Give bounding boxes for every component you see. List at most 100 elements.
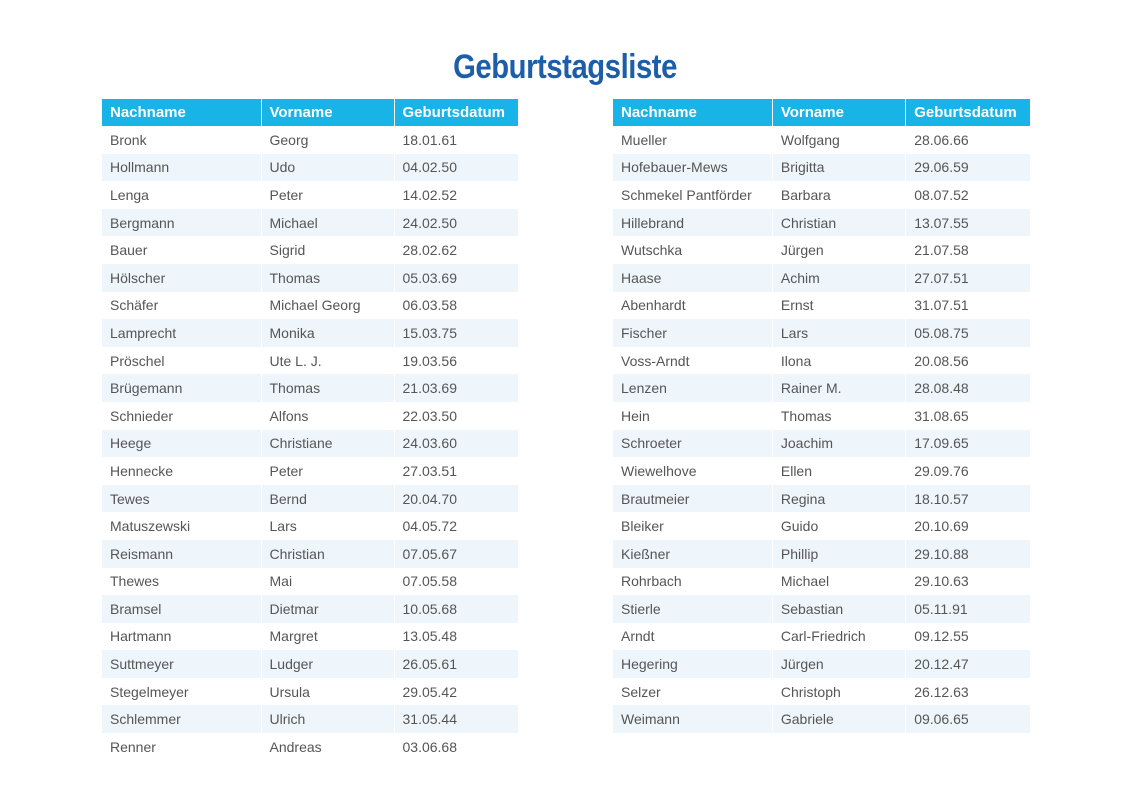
column-header-first-name[interactable]: Vorname <box>772 99 907 126</box>
cell-birthdate: 20.04.70 <box>394 484 518 513</box>
cell-first-name: Ilona <box>772 346 907 375</box>
table-row: Hollmann Udo 04.02.50 <box>102 153 518 182</box>
table-row: Brügemann Thomas 21.03.69 <box>102 374 518 402</box>
table-row: Stegelmeyer Ursula 29.05.42 <box>102 677 518 706</box>
cell-birthdate: 08.07.52 <box>905 181 1030 209</box>
cell-birthdate: 05.03.69 <box>394 263 518 292</box>
table-row: Matuszewski Lars 04.05.72 <box>102 512 518 540</box>
cell-first-name: Michael <box>261 208 395 237</box>
cell-last-name: Renner <box>102 733 262 761</box>
cell-last-name: Schmekel Pantförder <box>613 181 773 209</box>
table-row: Bauer Sigrid 28.02.62 <box>102 236 518 264</box>
cell-birthdate: 29.09.76 <box>905 457 1030 485</box>
cell-last-name: Pröschel <box>102 346 262 375</box>
table-row: Voss-Arndt Ilona 20.08.56 <box>613 346 1030 375</box>
table-row: Weimann Gabriele 09.06.65 <box>613 705 1030 734</box>
cell-first-name: Mai <box>261 567 395 596</box>
cell-birthdate: 26.05.61 <box>394 650 518 678</box>
cell-birthdate: 27.03.51 <box>394 457 518 485</box>
column-header-first-name[interactable]: Vorname <box>261 99 395 126</box>
table-row: Lenzen Rainer M. 28.08.48 <box>613 374 1030 402</box>
cell-last-name: Brautmeier <box>613 484 773 513</box>
cell-first-name: Thomas <box>261 374 395 402</box>
cell-first-name: Lars <box>772 319 907 347</box>
cell-last-name: Schnieder <box>102 401 262 430</box>
cell-last-name: Fischer <box>613 319 773 347</box>
table-row: Wutschka Jürgen 21.07.58 <box>613 236 1030 264</box>
table-row: Hartmann Margret 13.05.48 <box>102 622 518 651</box>
table-row: Renner Andreas 03.06.68 <box>102 733 518 761</box>
cell-first-name: Georg <box>261 126 395 154</box>
cell-first-name: Alfons <box>261 401 395 430</box>
cell-last-name: Rohrbach <box>613 567 773 596</box>
cell-last-name: Hein <box>613 401 773 430</box>
table-row: Rohrbach Michael 29.10.63 <box>613 567 1030 596</box>
cell-last-name: Arndt <box>613 622 773 651</box>
column-header-birthdate[interactable]: Geburtsdatum <box>394 99 518 126</box>
cell-birthdate: 29.06.59 <box>905 153 1030 182</box>
cell-first-name: Bernd <box>261 484 395 513</box>
cell-first-name: Peter <box>261 181 395 209</box>
cell-birthdate: 13.05.48 <box>394 622 518 651</box>
table-row: Kießner Phillip 29.10.88 <box>613 539 1030 568</box>
table-row: Lenga Peter 14.02.52 <box>102 181 518 209</box>
cell-first-name: Christian <box>261 539 395 568</box>
column-header-last-name[interactable]: Nachname <box>102 99 262 126</box>
cell-first-name: Regina <box>772 484 907 513</box>
table-row: Bergmann Michael 24.02.50 <box>102 208 518 237</box>
cell-birthdate: 31.08.65 <box>905 401 1030 430</box>
cell-last-name: Mueller <box>613 126 773 154</box>
cell-birthdate: 21.07.58 <box>905 236 1030 264</box>
table-row: Reismann Christian 07.05.67 <box>102 539 518 568</box>
cell-birthdate: 05.08.75 <box>905 319 1030 347</box>
cell-first-name: Jürgen <box>772 236 907 264</box>
column-header-birthdate[interactable]: Geburtsdatum <box>905 99 1030 126</box>
cell-last-name: Wutschka <box>613 236 773 264</box>
cell-last-name: Hofebauer-Mews <box>613 153 773 182</box>
cell-first-name: Sigrid <box>261 236 395 264</box>
cell-birthdate: 06.03.58 <box>394 291 518 320</box>
table-row: Hillebrand Christian 13.07.55 <box>613 208 1030 237</box>
table-row: Mueller Wolfgang 28.06.66 <box>613 126 1030 154</box>
table-body-left: Bronk Georg 18.01.61 Hollmann Udo 04.02.50 Len… <box>102 126 518 761</box>
table-row: Brautmeier Regina 18.10.57 <box>613 484 1030 513</box>
cell-last-name: Matuszewski <box>102 512 262 540</box>
cell-last-name: Lamprecht <box>102 319 262 347</box>
cell-first-name: Udo <box>261 153 395 182</box>
cell-first-name: Margret <box>261 622 395 651</box>
table-row: Fischer Lars 05.08.75 <box>613 319 1030 347</box>
cell-last-name: Bronk <box>102 126 262 154</box>
cell-first-name: Andreas <box>261 733 395 761</box>
cell-birthdate: 13.07.55 <box>905 208 1030 237</box>
cell-birthdate: 31.05.44 <box>394 705 518 734</box>
cell-first-name: Ute L. J. <box>261 346 395 375</box>
cell-birthdate: 10.05.68 <box>394 595 518 623</box>
cell-birthdate: 04.02.50 <box>394 153 518 182</box>
cell-birthdate: 26.12.63 <box>905 677 1030 706</box>
cell-first-name: Peter <box>261 457 395 485</box>
cell-birthdate: 28.06.66 <box>905 126 1030 154</box>
table-header-row: Nachname Vorname Geburtsdatum <box>613 99 1030 126</box>
cell-birthdate: 29.10.63 <box>905 567 1030 596</box>
cell-last-name: Brügemann <box>102 374 262 402</box>
cell-birthdate: 03.06.68 <box>394 733 518 761</box>
cell-first-name: Ernst <box>772 291 907 320</box>
cell-birthdate: 20.10.69 <box>905 512 1030 540</box>
cell-last-name: Schäfer <box>102 291 262 320</box>
cell-last-name: Suttmeyer <box>102 650 262 678</box>
table-row: Schmekel Pantförder Barbara 08.07.52 <box>613 181 1030 209</box>
cell-birthdate: 20.08.56 <box>905 346 1030 375</box>
cell-last-name: Stegelmeyer <box>102 677 262 706</box>
cell-last-name: Hegering <box>613 650 773 678</box>
cell-last-name: Wiewelhove <box>613 457 773 485</box>
cell-first-name: Ellen <box>772 457 907 485</box>
cell-birthdate: 19.03.56 <box>394 346 518 375</box>
cell-last-name: Abenhardt <box>613 291 773 320</box>
column-header-last-name[interactable]: Nachname <box>613 99 773 126</box>
cell-last-name: Heege <box>102 429 262 458</box>
cell-birthdate: 24.02.50 <box>394 208 518 237</box>
cell-birthdate: 15.03.75 <box>394 319 518 347</box>
table-row: Hegering Jürgen 20.12.47 <box>613 650 1030 678</box>
cell-last-name: Kießner <box>613 539 773 568</box>
cell-birthdate: 21.03.69 <box>394 374 518 402</box>
